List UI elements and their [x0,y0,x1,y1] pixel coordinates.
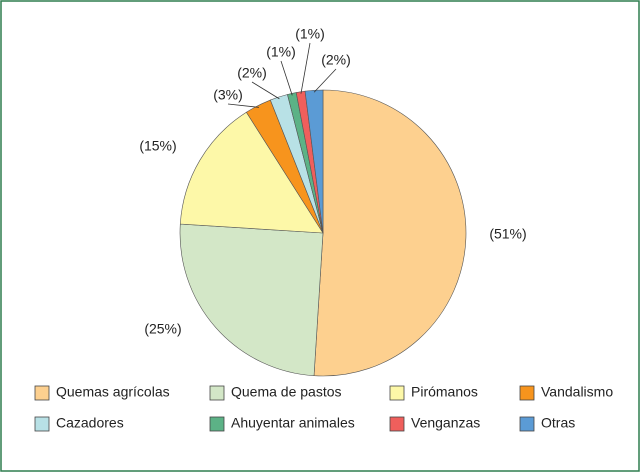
data-label: (51%) [489,226,526,242]
legend-label: Quemas agrícolas [56,384,170,400]
pie-slice [179,111,324,234]
data-label: (2%) [321,52,351,68]
leader-line [227,103,260,108]
data-label: (15%) [139,138,176,154]
data-label: (3%) [213,87,243,103]
legend-label: Pirómanos [411,384,478,400]
leader-line [251,81,280,100]
legend-swatch [389,385,405,401]
data-label: (1%) [295,26,325,42]
leader-line [313,68,337,93]
legend-swatch [519,416,535,432]
legend-swatch [34,385,50,401]
legend-label: Vandalismo [541,384,613,400]
leader-line [300,42,311,94]
legend-label: Quema de pastos [231,384,342,400]
data-label: (25%) [144,321,181,337]
legend-swatch [34,416,50,432]
data-label: (2%) [237,65,267,81]
legend-label: Venganzas [411,415,480,431]
legend-swatch [519,385,535,401]
legend-swatch [209,385,225,401]
legend-swatch [389,416,405,432]
pie-slice [313,89,467,377]
data-label: (1%) [266,44,296,60]
legend-swatch [209,416,225,432]
leader-line [280,60,293,96]
pie-slice [304,89,324,234]
legend-label: Ahuyentar animales [231,415,355,431]
pie-slice [179,223,324,377]
legend-label: Cazadores [56,415,124,431]
legend-label: Otras [541,415,575,431]
